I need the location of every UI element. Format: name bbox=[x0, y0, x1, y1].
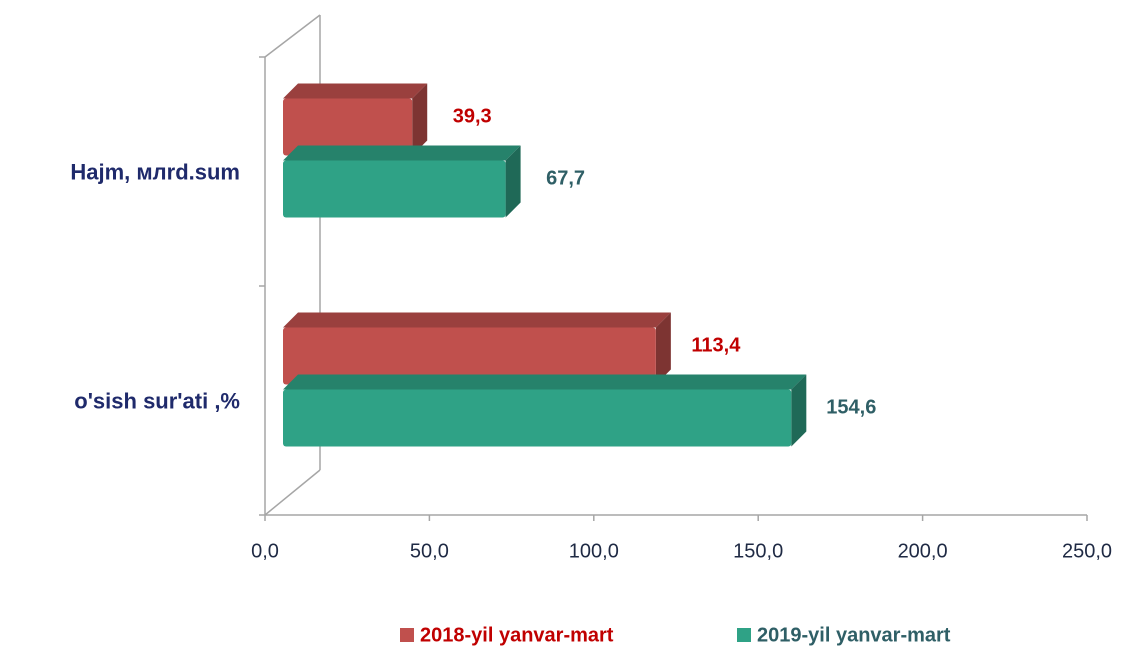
bar-top bbox=[283, 145, 521, 161]
x-tick-label: 50,0 bbox=[410, 540, 449, 562]
x-tick-label: 250,0 bbox=[1062, 540, 1112, 562]
bar-side bbox=[655, 312, 671, 385]
data-label: 67,7 bbox=[546, 167, 585, 189]
bar-front bbox=[283, 327, 656, 385]
x-tick-label: 0,0 bbox=[251, 540, 279, 562]
bar-front bbox=[283, 160, 506, 218]
legend-swatch bbox=[400, 628, 414, 642]
legend-label: 2018-yil yanvar-mart bbox=[420, 624, 614, 646]
legend-swatch bbox=[737, 628, 751, 642]
category-label: o'sish sur'ati ,% bbox=[74, 388, 240, 413]
x-tick-label: 100,0 bbox=[569, 540, 619, 562]
data-label: 113,4 bbox=[691, 334, 741, 356]
bar-front bbox=[283, 389, 792, 447]
category-label: Hajm, млrd.sum bbox=[70, 159, 240, 184]
bar bbox=[283, 374, 807, 447]
legend-label: 2019-yil yanvar-mart bbox=[757, 624, 951, 646]
bar bbox=[283, 83, 428, 156]
bar-top bbox=[283, 83, 428, 99]
bar-front bbox=[283, 98, 413, 156]
data-label: 39,3 bbox=[453, 105, 492, 127]
bar bbox=[283, 145, 521, 218]
wall-edge bbox=[264, 14, 321, 58]
bar-side bbox=[412, 83, 428, 156]
bar-side bbox=[791, 374, 807, 447]
bar bbox=[283, 312, 671, 385]
bar-top bbox=[283, 312, 671, 328]
x-tick-label: 200,0 bbox=[898, 540, 948, 562]
x-tick-label: 150,0 bbox=[733, 540, 783, 562]
bar-side bbox=[505, 145, 521, 218]
floor-edge bbox=[264, 469, 321, 516]
data-label: 154,6 bbox=[826, 396, 876, 418]
bar-top bbox=[283, 374, 807, 390]
